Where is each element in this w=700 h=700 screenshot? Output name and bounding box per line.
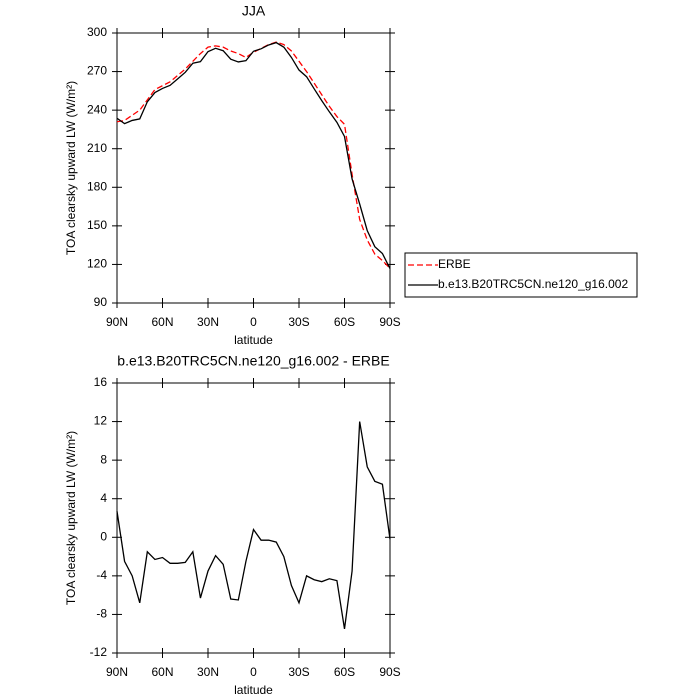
y-tick-label: 90 (94, 295, 108, 309)
legend-box (404, 252, 638, 298)
x-tick-label: 90N (106, 315, 128, 329)
y-tick-label: 8 (100, 452, 107, 466)
chart-title: b.e13.B20TRC5CN.ne120_g16.002 - ERBE (117, 353, 389, 369)
x-tick-label: 90N (106, 665, 128, 679)
x-tick-label: 30S (288, 665, 309, 679)
y-tick-label: 300 (87, 25, 107, 39)
x-tick-label: 60S (334, 665, 355, 679)
data-line (116, 41, 391, 269)
y-tick-label: 240 (87, 102, 107, 116)
data-line (116, 41, 391, 269)
y-tick-label: 120 (87, 257, 107, 271)
y-tick-label: 150 (87, 218, 107, 232)
legend-label: ERBE (438, 257, 471, 271)
y-tick-label: -4 (96, 568, 107, 582)
plot-frame (116, 382, 391, 654)
y-tick-label: 0 (100, 529, 107, 543)
y-tick-label: -12 (90, 645, 108, 659)
data-line (116, 421, 391, 629)
y-tick-label: 16 (94, 375, 108, 389)
plot-frame (116, 32, 391, 304)
x-tick-label: 60N (151, 315, 173, 329)
x-tick-label: 30N (197, 665, 219, 679)
y-tick-label: 12 (94, 414, 108, 428)
y-axis-label: TOA clearsky upward LW (W/m²) (64, 431, 78, 605)
x-axis-label: latitude (234, 333, 273, 347)
y-tick-label: 4 (100, 491, 107, 505)
legend-label: b.e13.B20TRC5CN.ne120_g16.002 (438, 277, 628, 291)
y-tick-label: 270 (87, 64, 107, 78)
x-tick-label: 60S (334, 315, 355, 329)
x-tick-label: 90S (379, 665, 400, 679)
y-tick-label: 180 (87, 179, 107, 193)
chart-title: JJA (242, 3, 266, 19)
x-tick-label: 90S (379, 315, 400, 329)
y-tick-label: 210 (87, 141, 107, 155)
x-tick-label: 0 (250, 315, 257, 329)
x-axis-label: latitude (234, 683, 273, 697)
x-tick-label: 60N (151, 665, 173, 679)
y-axis-label: TOA clearsky upward LW (W/m²) (64, 81, 78, 255)
x-tick-label: 30S (288, 315, 309, 329)
x-tick-label: 30N (197, 315, 219, 329)
y-tick-label: -8 (96, 607, 107, 621)
x-tick-label: 0 (250, 665, 257, 679)
